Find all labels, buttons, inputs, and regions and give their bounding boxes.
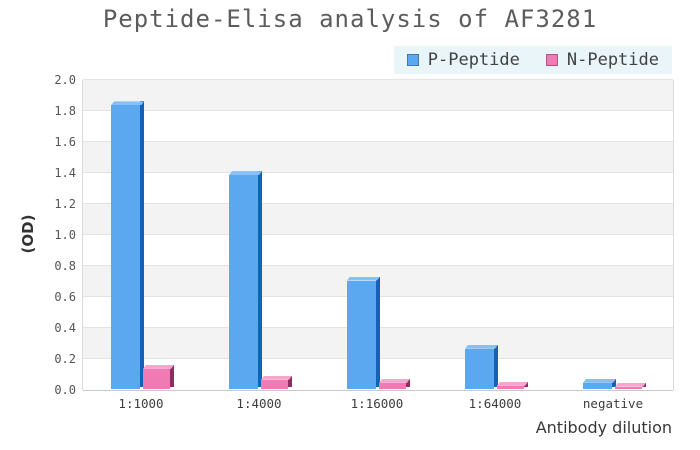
x-tick-label: 1:16000 — [350, 396, 404, 411]
bar-p-peptide-1:1000 — [111, 105, 140, 389]
y-tick-label: 0.4 — [54, 321, 76, 335]
bar-top-face — [497, 381, 528, 386]
legend-item-p-peptide: P-Peptide — [406, 50, 520, 70]
legend-item-n-peptide: N-Peptide — [545, 50, 659, 70]
bar-side-face — [494, 344, 498, 387]
plot-area — [82, 79, 674, 391]
legend-label: N-Peptide — [566, 50, 659, 70]
gridline — [83, 141, 673, 142]
chart-title: Peptide-Elisa analysis of AF3281 — [102, 5, 598, 33]
legend-label: P-Peptide — [427, 50, 520, 70]
bar-n-peptide-negative — [615, 386, 642, 389]
bar-top-face — [465, 344, 498, 349]
bar-p-peptide-1:64000 — [465, 348, 494, 389]
plot-band — [83, 204, 673, 235]
x-tick-label: 1:64000 — [468, 396, 522, 411]
gridline — [83, 390, 673, 391]
bar-n-peptide-1:1000 — [143, 368, 170, 389]
bar-p-peptide-negative — [583, 382, 612, 389]
gridline — [83, 110, 673, 111]
y-tick-label: 2.0 — [54, 73, 76, 87]
legend: P-Peptide N-Peptide — [393, 46, 672, 74]
x-tick-label: 1:4000 — [236, 396, 282, 411]
bar-side-face — [376, 276, 380, 387]
bar-top-face — [229, 171, 262, 176]
bar-side-face — [406, 378, 410, 387]
y-tick-label: 1.8 — [54, 104, 76, 118]
x-tick-label: 1:1000 — [118, 396, 164, 411]
y-axis-title: (OD) — [19, 214, 37, 254]
bar-top-face — [111, 101, 144, 106]
gridline — [83, 172, 673, 173]
bar-side-face — [140, 101, 144, 387]
bar-n-peptide-1:64000 — [497, 385, 524, 389]
y-tick-label: 0.2 — [54, 352, 76, 366]
x-axis-title: Antibody dilution — [535, 418, 672, 437]
gridline — [83, 79, 673, 80]
y-tick-label: 1.4 — [54, 166, 76, 180]
gridline — [83, 203, 673, 204]
bar-top-face — [143, 364, 174, 369]
gridline — [83, 234, 673, 235]
legend-swatch-icon — [545, 54, 558, 66]
plot-band — [83, 80, 673, 111]
y-tick-label: 0.0 — [54, 383, 76, 397]
y-tick-label: 1.2 — [54, 197, 76, 211]
bar-top-face — [615, 382, 646, 387]
gridline — [83, 265, 673, 266]
y-tick-label: 1.0 — [54, 228, 76, 242]
bar-top-face — [583, 378, 616, 383]
y-tick-label: 0.8 — [54, 259, 76, 273]
bar-p-peptide-1:16000 — [347, 280, 376, 389]
x-tick-label: negative — [582, 396, 644, 411]
bar-n-peptide-1:4000 — [261, 379, 288, 389]
bar-side-face — [258, 171, 262, 387]
bar-top-face — [347, 276, 380, 281]
y-tick-label: 1.6 — [54, 135, 76, 149]
bar-top-face — [379, 378, 410, 383]
bar-side-face — [612, 378, 616, 387]
bar-n-peptide-1:16000 — [379, 382, 406, 389]
bar-side-face — [170, 364, 174, 387]
bar-side-face — [288, 375, 292, 387]
bar-top-face — [261, 375, 292, 380]
legend-swatch-icon — [406, 54, 419, 66]
y-tick-label: 0.6 — [54, 290, 76, 304]
bar-p-peptide-1:4000 — [229, 175, 258, 389]
plot-band — [83, 142, 673, 173]
